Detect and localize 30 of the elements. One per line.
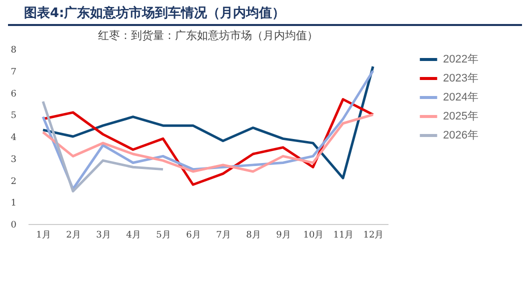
chart-subtitle: 红枣：到货量：广东如意坊市场（月内均值）: [98, 29, 318, 42]
x-tick-label: 4月: [126, 230, 141, 240]
y-tick-label: 2: [10, 176, 16, 187]
legend-label: 2022年: [443, 54, 478, 66]
chart-title: 图表4:广东如意坊市场到车情况（月内均值）: [8, 0, 522, 26]
x-tick-label: 5月: [156, 230, 171, 240]
x-tick-label: 10月: [303, 230, 324, 240]
legend-label: 2024年: [443, 92, 478, 104]
line-series: [42, 113, 374, 173]
line-series: [42, 100, 164, 192]
x-tick-label: 9月: [276, 230, 291, 240]
legend-label: 2023年: [443, 72, 478, 84]
y-tick-label: 4: [10, 133, 17, 143]
x-tick-label: 2月: [66, 230, 81, 240]
y-tick-label: 8: [10, 46, 17, 56]
y-tick-label: 6: [10, 89, 17, 100]
legend-label: 2026年: [443, 130, 478, 142]
x-tick-label: 8月: [246, 230, 261, 240]
x-tick-label: 11月: [333, 230, 354, 240]
y-tick-label: 5: [10, 111, 17, 122]
y-tick-label: 1: [10, 198, 16, 209]
y-tick-label: 0: [10, 220, 17, 230]
x-tick-label: 3月: [96, 230, 111, 240]
legend-label: 2025年: [443, 110, 478, 122]
x-tick-label: 12月: [363, 230, 384, 240]
x-tick-label: 7月: [216, 230, 231, 240]
y-tick-label: 3: [10, 154, 17, 165]
x-tick-label: 6月: [186, 230, 201, 240]
x-tick-label: 1月: [36, 230, 51, 240]
y-tick-label: 7: [10, 67, 17, 78]
